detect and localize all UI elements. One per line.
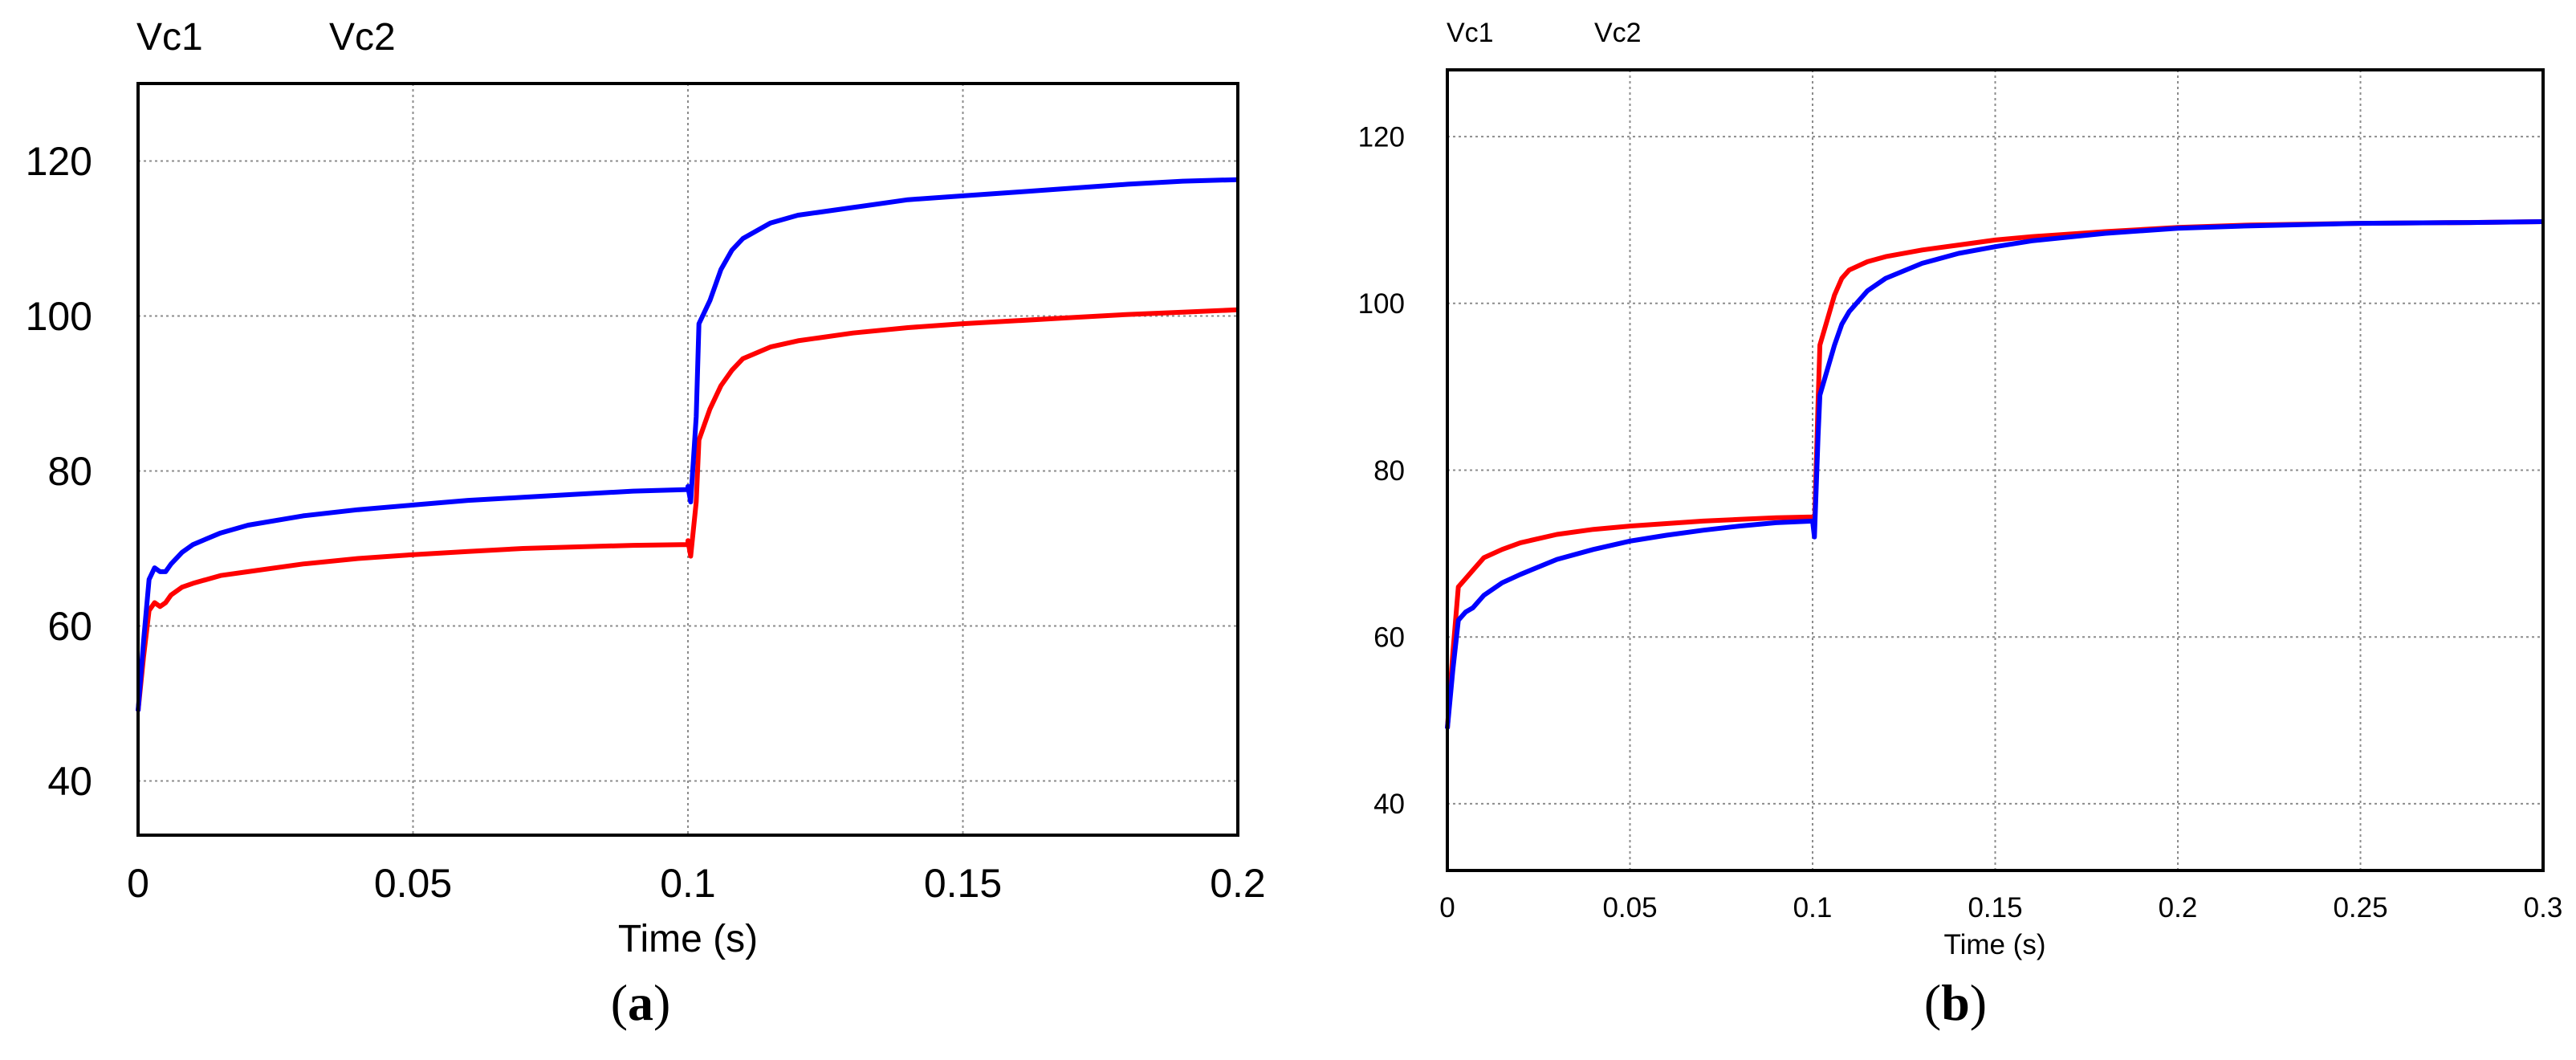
y-tick-label: 120 bbox=[26, 139, 92, 184]
y-tick-label: 40 bbox=[47, 759, 92, 804]
y-tick-label: 40 bbox=[1373, 789, 1405, 820]
chart-a-caption: (a) bbox=[611, 974, 671, 1031]
chart-b-legend-vc1: Vc1 bbox=[1447, 18, 1494, 48]
chart-a-legend-vc2: Vc2 bbox=[329, 16, 396, 59]
series-line-vc1 bbox=[136, 307, 1239, 711]
x-tick-label: 0.05 bbox=[374, 861, 452, 906]
y-tick-label: 80 bbox=[1373, 455, 1405, 487]
chart-b-caption-letter: b bbox=[1941, 974, 1970, 1031]
chart-b-plot-frame bbox=[1446, 68, 2545, 872]
x-tick-label: 0 bbox=[127, 861, 149, 906]
x-tick-label: 0 bbox=[1439, 892, 1455, 923]
chart-b-legend-vc2: Vc2 bbox=[1594, 18, 1642, 48]
chart-b-caption: (b) bbox=[1924, 974, 1987, 1031]
y-tick-label: 60 bbox=[1373, 622, 1405, 653]
y-tick-label: 100 bbox=[1358, 288, 1405, 320]
chart-b-grid bbox=[1447, 70, 2543, 870]
chart-a-grid bbox=[138, 84, 1238, 835]
chart-panel-b: 0 0.05 0.1 0.15 0.2 0.25 0.3 40 60 80 100 120 Vc1 V… bbox=[1358, 18, 2563, 1031]
chart-panel-a: 0 0.05 0.1 0.15 0.2 40 60 80 100 120 Vc1 Vc2 Time… bbox=[26, 16, 1266, 1031]
y-tick-label: 60 bbox=[47, 604, 92, 649]
y-tick-label: 120 bbox=[1358, 121, 1405, 153]
series-line-vc2 bbox=[1445, 219, 2544, 729]
series-line-vc2 bbox=[136, 177, 1239, 711]
chart-b-tick-labels: 0 0.05 0.1 0.15 0.2 0.25 0.3 40 60 80 100 120 bbox=[1358, 121, 2563, 923]
chart-a-tick-labels: 0 0.05 0.1 0.15 0.2 40 60 80 100 120 bbox=[26, 139, 1266, 906]
x-tick-label: 0.1 bbox=[660, 861, 716, 906]
chart-b-series bbox=[1445, 219, 2544, 729]
x-tick-label: 0.3 bbox=[2524, 892, 2563, 923]
chart-a-caption-letter: a bbox=[628, 974, 653, 1031]
chart-a-plot-frame bbox=[136, 82, 1239, 837]
x-tick-label: 0.15 bbox=[924, 861, 1002, 906]
x-tick-label: 0.15 bbox=[1968, 892, 2022, 923]
chart-a-legend-vc1: Vc1 bbox=[136, 16, 203, 59]
chart-a-series bbox=[136, 177, 1239, 711]
x-tick-label: 0.25 bbox=[2333, 892, 2387, 923]
x-tick-label: 0.05 bbox=[1602, 892, 1657, 923]
y-tick-label: 100 bbox=[26, 294, 92, 339]
y-tick-label: 80 bbox=[47, 449, 92, 494]
x-tick-label: 0.1 bbox=[1793, 892, 1833, 923]
chart-a-xlabel: Time (s) bbox=[618, 918, 758, 960]
x-tick-label: 0.2 bbox=[1210, 861, 1266, 906]
x-tick-label: 0.2 bbox=[2159, 892, 2198, 923]
chart-b-xlabel: Time (s) bbox=[1943, 929, 2045, 960]
